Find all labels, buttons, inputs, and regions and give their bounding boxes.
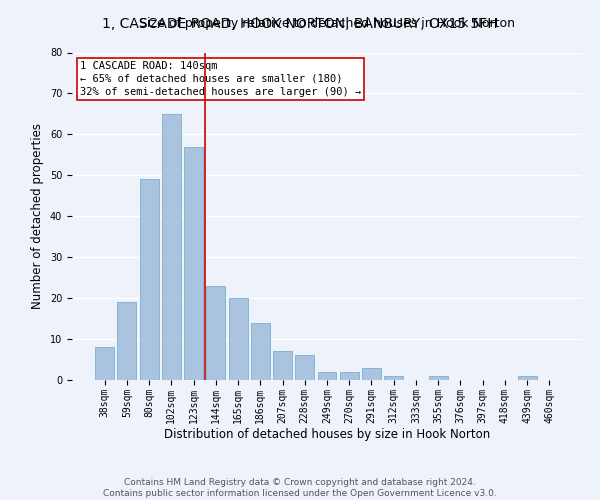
Text: 1 CASCADE ROAD: 140sqm
← 65% of detached houses are smaller (180)
32% of semi-de: 1 CASCADE ROAD: 140sqm ← 65% of detached… [80, 60, 361, 97]
Bar [518, 376, 536, 380]
Title: Size of property relative to detached houses in Hook Norton: Size of property relative to detached ho… [139, 18, 515, 30]
Text: 1, CASCADE ROAD, HOOK NORTON, BANBURY, OX15 5FH: 1, CASCADE ROAD, HOOK NORTON, BANBURY, O… [102, 18, 498, 32]
Bar [162, 114, 181, 380]
Bar [384, 376, 403, 380]
Bar [317, 372, 337, 380]
Bar [95, 347, 114, 380]
Bar [251, 322, 270, 380]
Bar [429, 376, 448, 380]
Bar [118, 302, 136, 380]
Y-axis label: Number of detached properties: Number of detached properties [31, 123, 44, 309]
Bar [140, 180, 158, 380]
Bar [362, 368, 381, 380]
Bar [340, 372, 359, 380]
X-axis label: Distribution of detached houses by size in Hook Norton: Distribution of detached houses by size … [164, 428, 490, 442]
Bar [184, 146, 203, 380]
Bar [229, 298, 248, 380]
Bar [206, 286, 225, 380]
Text: Contains HM Land Registry data © Crown copyright and database right 2024.
Contai: Contains HM Land Registry data © Crown c… [103, 478, 497, 498]
Bar [295, 356, 314, 380]
Bar [273, 352, 292, 380]
